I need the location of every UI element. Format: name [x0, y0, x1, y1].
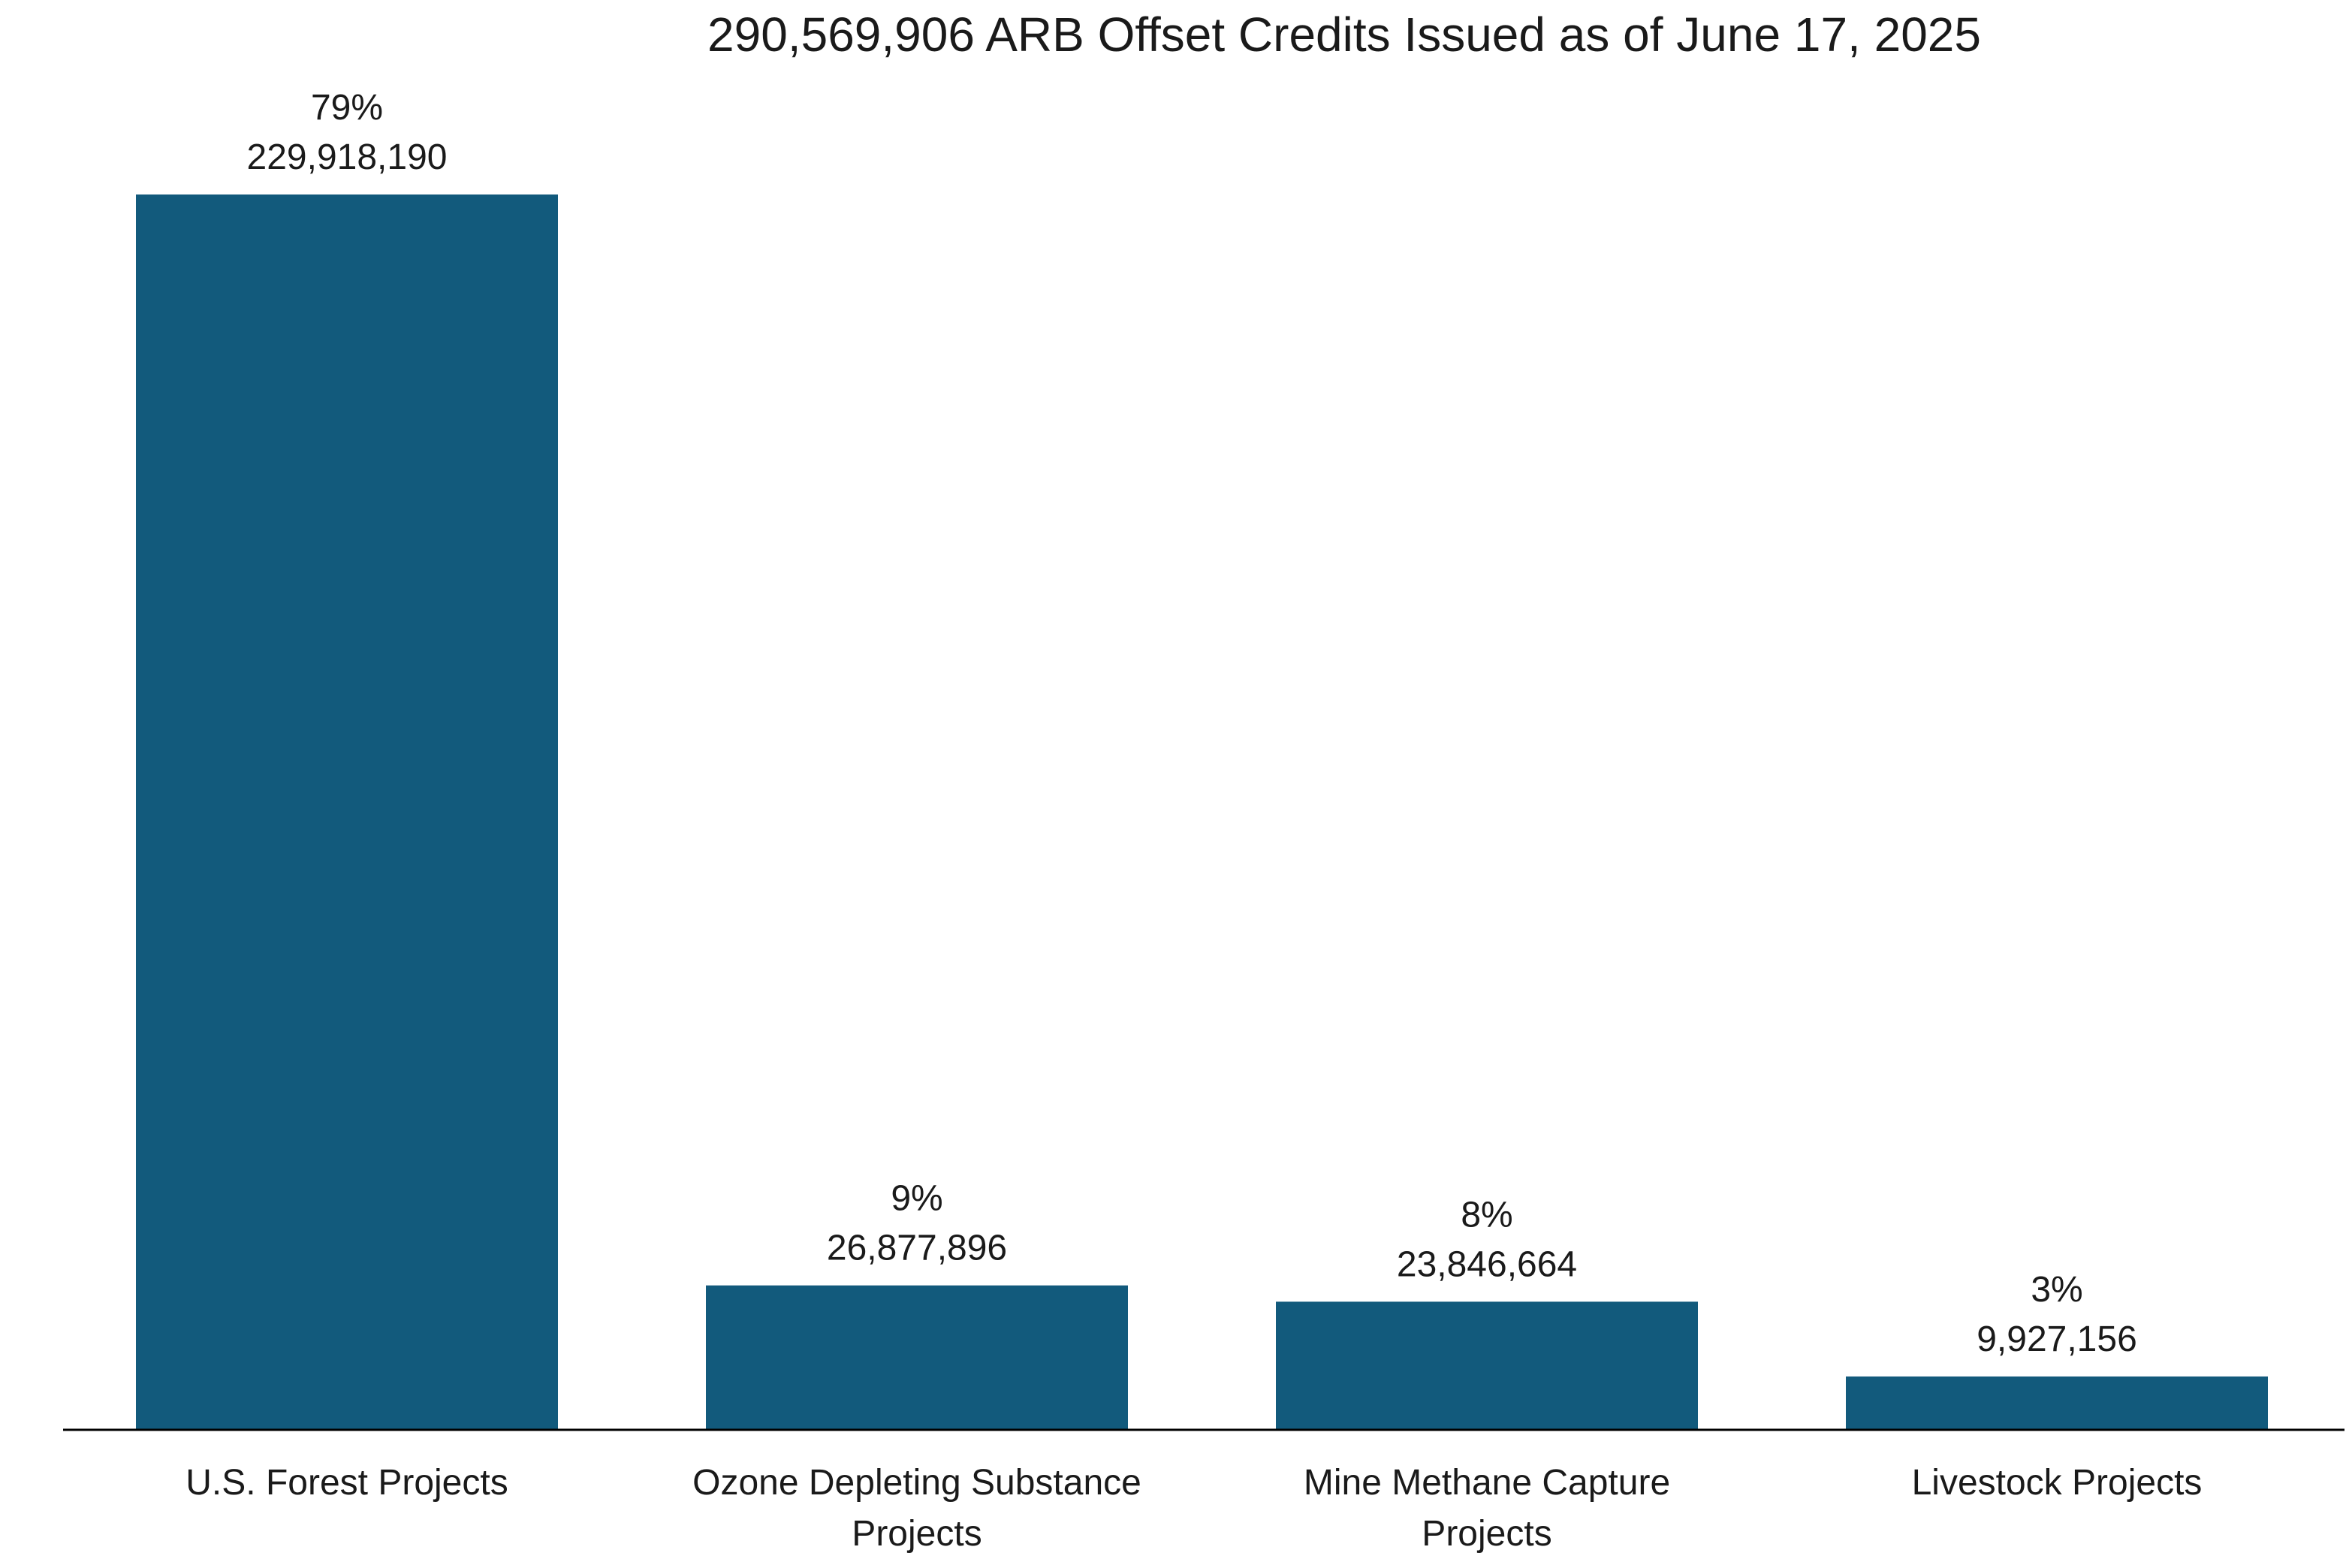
percent-label-1: 9% — [891, 1179, 942, 1219]
data-labels-group: 79% 229,918,190 9% 26,877,896 8% 23,846,664 3%… — [247, 88, 2137, 1359]
bar-2 — [1276, 1301, 1698, 1430]
bar-0 — [136, 194, 558, 1430]
value-label-3: 9,927,156 — [1977, 1319, 2137, 1359]
bars-group — [136, 194, 2268, 1430]
category-label-2-line-1: Projects — [1422, 1514, 1551, 1554]
bar-1 — [706, 1285, 1128, 1430]
category-label-3: Livestock Projects — [1912, 1463, 2203, 1503]
percent-label-0: 79% — [311, 88, 383, 128]
category-label-1-line-1: Projects — [852, 1514, 982, 1554]
category-label-2-line-0: Mine Methane Capture — [1304, 1463, 1670, 1503]
category-label-0: U.S. Forest Projects — [185, 1463, 508, 1503]
percent-label-3: 3% — [2031, 1270, 2082, 1310]
percent-label-2: 8% — [1461, 1195, 1512, 1235]
value-label-0: 229,918,190 — [247, 137, 448, 177]
category-label-1-line-0: Ozone Depleting Substance — [692, 1463, 1141, 1503]
chart-title: 290,569,906 ARB Offset Credits Issued as… — [707, 8, 1981, 62]
value-label-2: 23,846,664 — [1397, 1244, 1577, 1284]
bar-3 — [1846, 1376, 2268, 1430]
value-label-1: 26,877,896 — [827, 1229, 1007, 1268]
category-labels-group: U.S. Forest Projects Ozone Depleting Subs… — [185, 1463, 2202, 1554]
